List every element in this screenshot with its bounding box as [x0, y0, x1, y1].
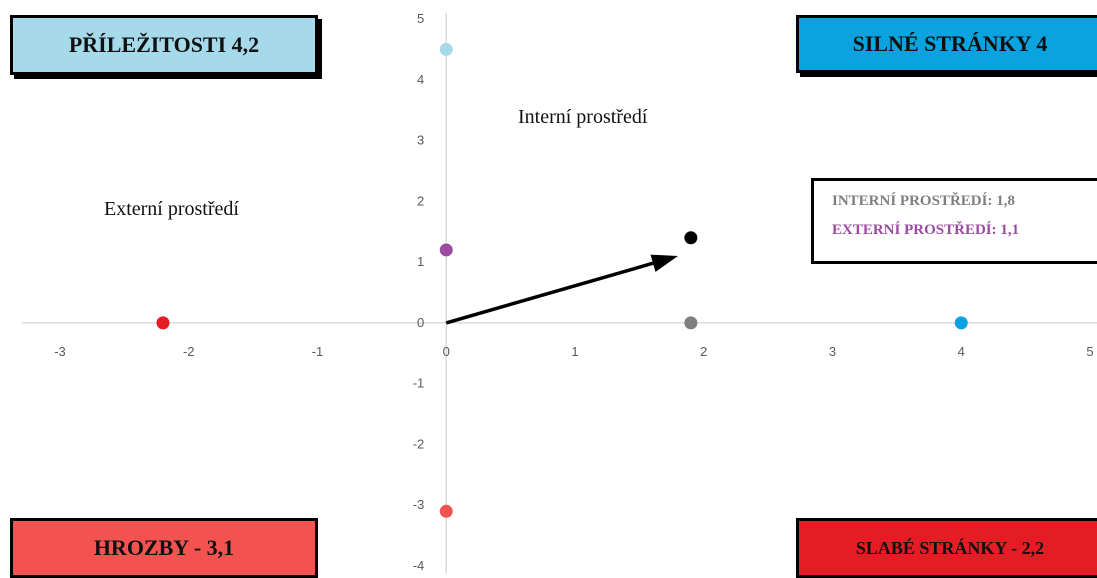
x-tick-label: 1: [571, 344, 578, 359]
external-region-label: Externí prostředí: [104, 198, 239, 220]
y-tick-label: -1: [413, 376, 425, 391]
y-tick-label: 3: [417, 133, 424, 148]
internal-region-label: Interní prostředí: [518, 106, 648, 128]
data-point: [684, 231, 698, 245]
data-point: [156, 316, 170, 330]
y-tick-label: 0: [417, 315, 424, 330]
y-tick-label: -3: [413, 497, 425, 512]
data-point: [439, 504, 453, 518]
opportunities-box: PŘÍLEŽITOSTI 4,2: [10, 15, 318, 75]
opportunities-label: PŘÍLEŽITOSTI 4,2: [68, 32, 260, 57]
data-point: [439, 42, 453, 56]
y-tick-label: 2: [417, 193, 424, 208]
x-tick-label: -3: [54, 344, 66, 359]
y-tick-label: 4: [417, 72, 424, 87]
vector-arrow-shaft: [445, 261, 654, 325]
data-point: [954, 316, 968, 330]
y-tick-label: -2: [413, 436, 425, 451]
x-tick-label: 2: [700, 344, 707, 359]
threats-label: HROZBY - 3,1: [93, 535, 235, 560]
result-legend: INTERNÍ PROSTŘEDÍ: 1,8 EXTERNÍ PROSTŘEDÍ…: [811, 178, 1097, 264]
x-tick-label: -1: [312, 344, 324, 359]
tick-labels: -3 -2 -1 0 1 2 3 4 5 5 4 3 2 1 0 -1 -2 -3 -4: [54, 11, 1093, 573]
x-tick-label: -2: [183, 344, 195, 359]
weaknesses-label: SLABÉ STRÁNKY - 2,2: [855, 537, 1045, 558]
axes: [22, 13, 1097, 573]
weaknesses-box: SLABÉ STRÁNKY - 2,2: [796, 518, 1097, 578]
strengths-box: SILNÉ STRÁNKY 4: [796, 15, 1097, 73]
y-tick-label: 5: [417, 11, 424, 26]
vector-arrow-layer: [445, 254, 678, 325]
x-tick-label: 4: [958, 344, 965, 359]
data-points: [156, 42, 968, 518]
legend-external: EXTERNÍ PROSTŘEDÍ: 1,1: [832, 222, 1020, 238]
y-tick-label: 1: [417, 254, 424, 269]
data-point: [439, 243, 453, 257]
vector-arrow-head: [650, 254, 678, 272]
strengths-label: SILNÉ STRÁNKY 4: [852, 31, 1048, 56]
data-point: [684, 316, 698, 330]
x-tick-label: 0: [443, 344, 450, 359]
threats-box: HROZBY - 3,1: [10, 518, 318, 578]
x-tick-label: 5: [1086, 344, 1093, 359]
x-tick-label: 3: [829, 344, 836, 359]
y-tick-label: -4: [413, 558, 425, 573]
legend-internal: INTERNÍ PROSTŘEDÍ: 1,8: [832, 193, 1015, 209]
